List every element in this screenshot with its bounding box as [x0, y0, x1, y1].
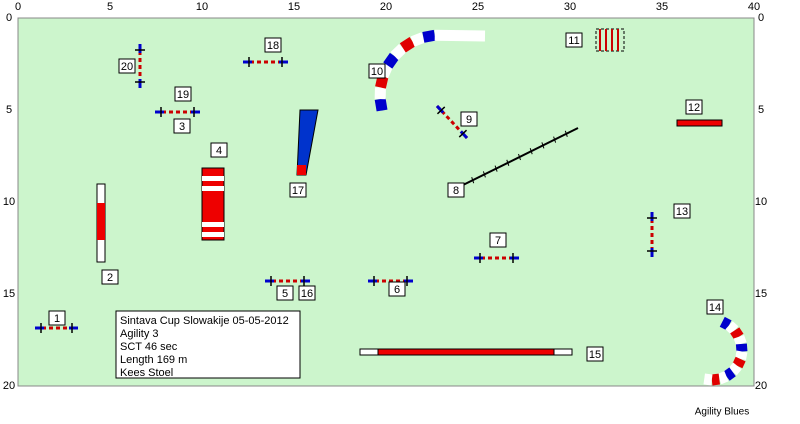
- tunnel-segment: [435, 35, 485, 36]
- x-tick-label: 30: [564, 1, 576, 13]
- tunnel-segment: [739, 337, 741, 344]
- a-frame-center: [97, 203, 105, 240]
- dogwalk-end: [360, 349, 378, 355]
- table-12: [677, 120, 722, 126]
- aframe-stripe: [202, 232, 224, 237]
- tunnel-segment: [394, 48, 402, 56]
- obstacle-label: 11: [568, 35, 579, 47]
- obstacle-label: 18: [267, 40, 279, 52]
- obstacle-label: 5: [282, 288, 288, 300]
- tunnel-17-end: [297, 165, 306, 175]
- obstacle-label: 12: [688, 102, 700, 114]
- tunnel-segment: [403, 42, 413, 48]
- y-tick-label: 0: [758, 12, 764, 24]
- aframe-stripe: [202, 176, 224, 181]
- x-tick-label: 25: [472, 1, 484, 13]
- dogwalk-end: [554, 349, 572, 355]
- obstacle-label: 6: [394, 284, 400, 296]
- obstacle-label: 13: [676, 206, 688, 218]
- y-tick-label: 15: [3, 288, 15, 300]
- tunnel-segment: [704, 379, 712, 380]
- dogwalk-15: [360, 349, 572, 355]
- info-line: SCT 46 sec: [120, 341, 178, 353]
- x-tick-label: 35: [656, 1, 668, 13]
- tunnel-segment: [737, 359, 740, 366]
- obstacle-label: 2: [107, 272, 113, 284]
- y-tick-label: 5: [758, 104, 764, 116]
- tunnel-segment: [719, 376, 726, 379]
- obstacle-label: 14: [709, 302, 721, 314]
- obstacle-label: 19: [177, 89, 189, 101]
- tunnel-segment: [388, 56, 395, 66]
- info-line: Agility 3: [120, 328, 159, 340]
- obstacle-label: 17: [292, 185, 304, 197]
- y-tick-label: 10: [3, 196, 15, 208]
- tunnel-segment: [726, 372, 732, 376]
- info-line: Sintava Cup Slowakije 05-05-2012: [120, 315, 289, 327]
- obstacle-label: 1: [54, 313, 60, 325]
- tunnel-segment: [729, 325, 735, 330]
- info-line: Length 169 m: [120, 354, 187, 366]
- x-tick-label: 10: [196, 1, 208, 13]
- y-tick-label: 0: [6, 12, 12, 24]
- obstacle-label: 4: [216, 145, 222, 157]
- y-tick-label: 20: [3, 380, 15, 392]
- tunnel-segment: [413, 37, 424, 41]
- tunnel-segment: [423, 35, 434, 37]
- tunnel-segment: [712, 379, 720, 380]
- obstacle-label: 16: [301, 288, 313, 300]
- obstacle-label: 7: [495, 235, 501, 247]
- obstacle-label: 8: [453, 185, 459, 197]
- y-tick-label: 15: [755, 288, 767, 300]
- aframe-stripe: [202, 186, 224, 191]
- obstacle-label: 15: [589, 349, 601, 361]
- x-tick-label: 0: [15, 1, 21, 13]
- x-tick-label: 15: [288, 1, 300, 13]
- y-tick-label: 20: [755, 380, 767, 392]
- x-tick-label: 20: [380, 1, 392, 13]
- y-tick-label: 5: [6, 104, 12, 116]
- x-tick-label: 5: [107, 1, 113, 13]
- tunnel-segment: [741, 352, 742, 359]
- footer: Agility Blues: [695, 407, 749, 418]
- aframe-stripe: [202, 222, 224, 227]
- obstacle-label: 9: [466, 114, 472, 126]
- obstacle-label: 3: [179, 121, 185, 133]
- tunnel-segment: [735, 330, 739, 336]
- tunnel-segment: [733, 366, 738, 372]
- obstacle-label: 20: [121, 61, 133, 73]
- tunnel-segment: [722, 322, 729, 325]
- tunnel-segment: [380, 99, 382, 110]
- obstacle-label: 10: [371, 66, 383, 78]
- y-tick-label: 10: [755, 196, 767, 208]
- tunnel-segment: [741, 344, 742, 352]
- info-line: Kees Stoel: [120, 367, 173, 379]
